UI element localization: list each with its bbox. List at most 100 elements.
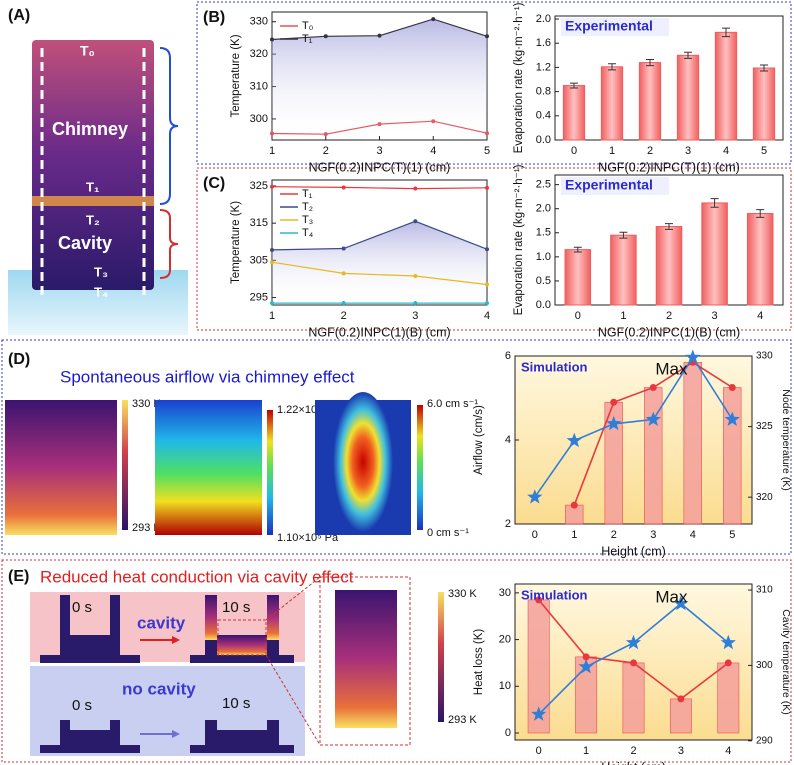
x-tick-label: 0 [571, 145, 577, 157]
x-tick-label: 0 [575, 310, 581, 322]
legend-label: T₂ [302, 201, 313, 213]
y2-tick-label: 290 [756, 735, 773, 746]
data-point [728, 384, 736, 391]
zoom-frame [319, 576, 411, 746]
x-tick-label: 1 [269, 310, 275, 322]
data-point [724, 411, 740, 426]
data-point [673, 595, 689, 611]
data-point [485, 34, 489, 39]
data-point [531, 706, 547, 721]
arrow-head [172, 636, 180, 644]
y-axis-label: Evaporation rate (kg·m⁻²·h⁻¹) [513, 2, 525, 153]
error-bar [665, 223, 673, 230]
data-point [645, 411, 661, 426]
bar [669, 698, 692, 734]
x-axis-label: Height (cm) [601, 544, 666, 558]
data-point [649, 384, 657, 391]
x-tick-label: 1 [269, 145, 275, 157]
x-tick-label: 1 [609, 145, 615, 157]
colorbar-label: 6.0 cm s⁻¹ [427, 398, 478, 410]
data-point [413, 273, 418, 278]
y-tick-label: 0.5 [536, 275, 551, 287]
x-tick-label: 4 [723, 145, 729, 157]
x-tick-label: 4 [430, 145, 436, 157]
series-line [271, 261, 488, 286]
y2-axis-label: Node temperature (K) [780, 389, 792, 491]
bar [610, 234, 637, 306]
legend-label: T₁ [302, 33, 313, 45]
y2-tick-label: 320 [756, 492, 773, 503]
y-tick-label: 4 [505, 434, 511, 446]
data-point [610, 398, 618, 406]
time-label: 10 s [222, 599, 250, 616]
series-line [271, 220, 488, 251]
y-tick-label: 300 [250, 113, 268, 125]
panel-label: (A) [8, 7, 30, 24]
bar [644, 387, 663, 525]
panel-title: Reduced heat conduction via cavity effec… [40, 567, 354, 586]
arrow-head [172, 730, 180, 738]
data-point [485, 282, 489, 287]
annotation: Max [655, 359, 688, 378]
data-point [413, 219, 418, 224]
colorbar [438, 592, 444, 722]
x-tick-label: 3 [376, 145, 382, 157]
data-point [677, 695, 685, 703]
y-axis-label: Temperature (K) [230, 201, 242, 284]
y-tick-label: 20 [499, 633, 511, 645]
y2-tick-label: 310 [756, 585, 773, 596]
x-axis-label: Height (cm) [601, 760, 666, 765]
data-point [341, 271, 346, 276]
data-point [606, 415, 622, 431]
annotation: Simulation [521, 359, 588, 374]
colorbar-label: 293 K [132, 522, 161, 534]
data-point [685, 349, 701, 364]
x-tick-label: 2 [647, 145, 653, 157]
state-label: no cavity [122, 679, 196, 698]
x-tick-label: 4 [690, 529, 696, 541]
x-tick-label: 3 [678, 745, 684, 757]
annotation: Simulation [521, 587, 588, 602]
data-point [566, 432, 582, 448]
error-bar [760, 64, 768, 72]
data-point [570, 501, 578, 509]
y-tick-label: 10 [499, 680, 511, 692]
device-shape [190, 720, 294, 753]
x-tick-label: 3 [412, 310, 418, 322]
panel-frame [196, 167, 792, 331]
bar [723, 387, 742, 525]
zoom-line [265, 654, 321, 746]
y-tick-label: 0.8 [536, 86, 551, 98]
y-axis-label: Airflow (cm/s) [473, 405, 485, 475]
bar [622, 662, 645, 734]
data-point [431, 17, 436, 22]
y2-tick-label: 300 [756, 660, 773, 671]
zoom-box [217, 619, 267, 656]
bar [683, 361, 702, 525]
tube [32, 40, 154, 290]
y-axis-label: Temperature (K) [230, 34, 242, 117]
bar [701, 202, 728, 306]
node-label: T₀ [80, 43, 95, 59]
data-point [527, 489, 543, 504]
y-tick-label: 1.0 [536, 251, 551, 263]
data-point [377, 33, 382, 38]
x-axis-label: NGF(0.2)INPC(1)(B) (cm) [598, 325, 740, 339]
data-point [582, 653, 590, 661]
device-shape [40, 720, 140, 753]
x-tick-label: 2 [666, 310, 672, 322]
legend-label: T₄ [302, 227, 314, 239]
series-line [271, 186, 488, 190]
x-axis-label: NGF(0.2)INPC(T)(1) (cm) [309, 160, 451, 174]
y-tick-label: 0.4 [536, 110, 551, 122]
data-point [413, 301, 418, 306]
time-label: 0 s [72, 599, 92, 616]
x-axis-label: NGF(0.2)INPC(T)(1) (cm) [598, 160, 740, 174]
y-tick-label: 6 [505, 350, 511, 362]
y-tick-label: 2.0 [536, 13, 551, 25]
colorbar [267, 410, 273, 535]
time-label: 0 s [72, 697, 92, 714]
y-tick-label: 325 [250, 180, 268, 192]
pressure-field [155, 400, 262, 535]
legend-label: T₀ [302, 20, 313, 32]
